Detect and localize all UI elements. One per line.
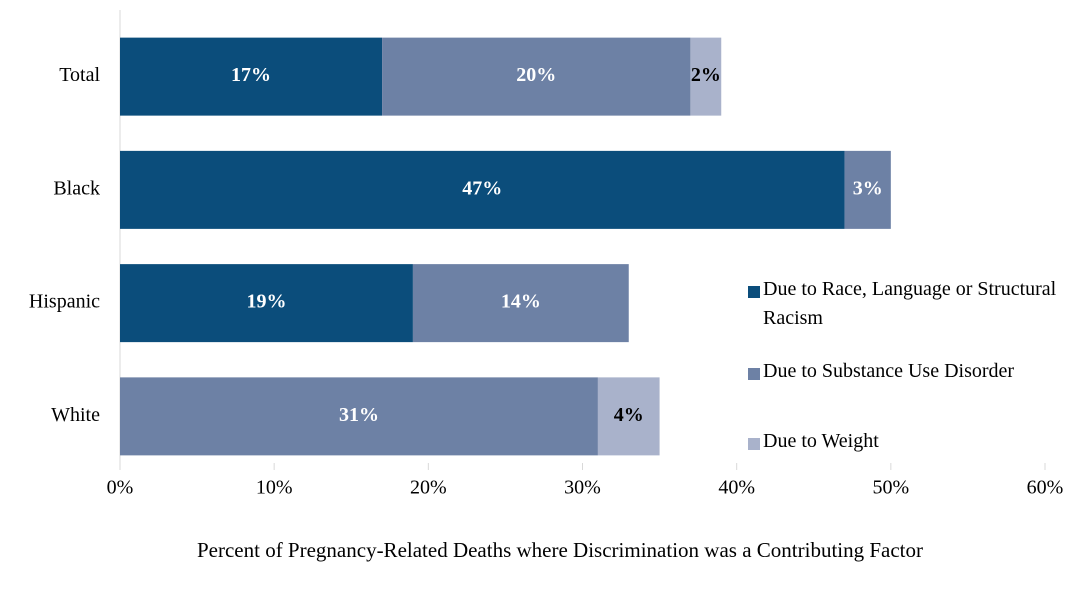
bar-segment [412,264,629,343]
bar-segment [844,150,891,229]
data-label: 47% [462,177,502,199]
bar-segment [120,377,598,456]
data-label: 20% [516,64,556,86]
legend-label: Due to Substance Use Disorder [763,360,1015,382]
y-tick-label: White [51,404,100,426]
x-tick-label: 10% [256,477,293,499]
data-label: 17% [231,64,271,86]
data-label: 3% [853,177,883,199]
bar-segment [690,37,722,116]
data-label: 19% [246,291,286,313]
data-label: 14% [501,291,541,313]
x-tick-label: 40% [718,477,755,499]
bar-segment [597,377,660,456]
x-tick-label: 30% [564,477,601,499]
y-tick-label: Black [53,177,100,199]
data-label: 2% [691,64,721,86]
x-axis-title: Percent of Pregnancy-Related Deaths wher… [196,538,924,562]
data-label: 4% [614,404,644,426]
y-tick-label: Hispanic [29,291,100,313]
x-tick-label: 50% [872,477,909,499]
y-tick-label: Total [59,64,100,86]
legend-item: Due to Race, Language or Structural Raci… [748,278,1063,333]
bar-segment [120,37,383,116]
data-label: 31% [339,404,379,426]
bar-segment [120,150,845,229]
bar-segment [382,37,691,116]
x-tick-label: 20% [410,477,447,499]
legend-item: Due to Substance Use Disorder [748,360,1063,386]
legend-swatch [748,368,760,380]
legend-item: Due to Weight [748,430,1063,456]
legend-label: Due to Race, Language or Structural Raci… [763,278,1057,329]
legend-swatch [748,286,760,298]
legend-label: Due to Weight [763,430,879,452]
legend-swatch [748,438,760,450]
bar-segment [120,264,413,343]
x-tick-label: 60% [1027,477,1064,499]
x-tick-label: 0% [107,477,134,499]
